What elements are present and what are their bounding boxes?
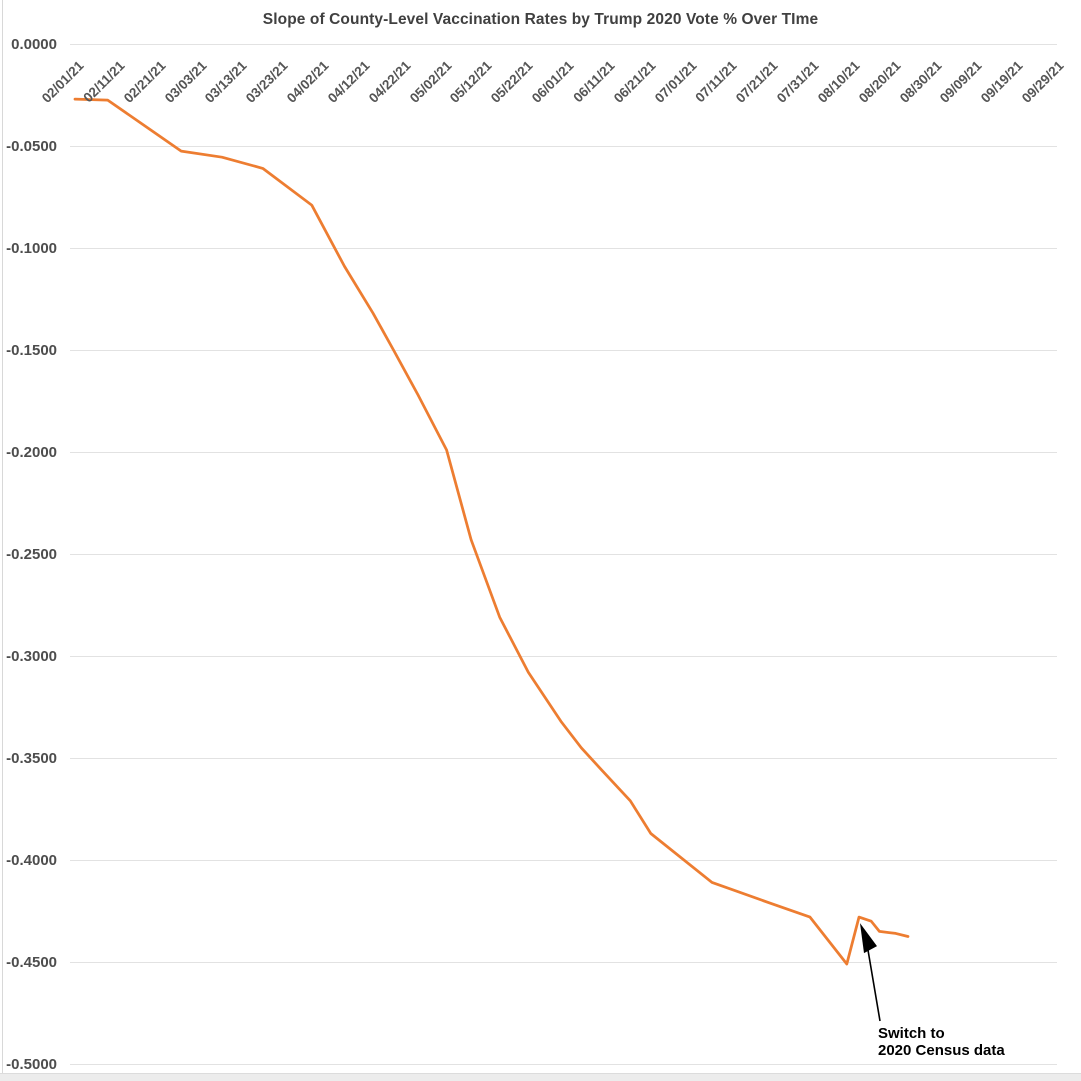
annotation-arrowhead: [860, 923, 877, 954]
chart-title: Slope of County-Level Vaccination Rates …: [262, 11, 819, 28]
y-tick-label: -0.4000: [6, 852, 57, 869]
annotation-line-1: Switch to: [878, 1025, 945, 1042]
annotation-arrow-line: [867, 949, 881, 1022]
window-left-border: [2, 0, 3, 1081]
y-tick-label: -0.5000: [6, 1056, 57, 1073]
y-tick-label: -0.1500: [6, 342, 57, 359]
y-tick-label: -0.3000: [6, 648, 57, 665]
y-tick-label: -0.2500: [6, 546, 57, 563]
y-tick-label: -0.4500: [6, 954, 57, 971]
y-tick-label: -0.1000: [6, 240, 57, 257]
y-tick-label: -0.2000: [6, 444, 57, 461]
window-bottom-edge: [0, 1073, 1081, 1081]
y-tick-label: 0.0000: [11, 36, 57, 53]
series-line: [73, 97, 910, 966]
annotation-text: Switch to 2020 Census data: [878, 1025, 1005, 1059]
annotation-line-2: 2020 Census data: [878, 1042, 1005, 1059]
y-tick-label: -0.0500: [6, 138, 57, 155]
y-tick-label: -0.3500: [6, 750, 57, 767]
